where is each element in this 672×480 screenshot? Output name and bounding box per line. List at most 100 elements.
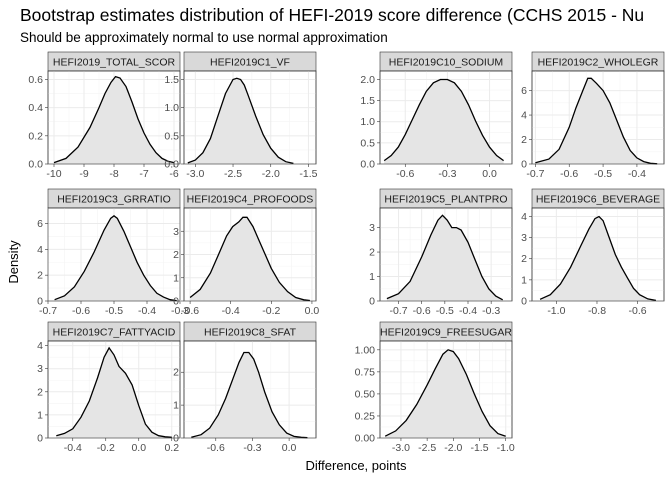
y-tick-label: 2 [37,386,43,398]
y-tick-label: 0 [369,296,375,308]
y-tick-label: 2 [37,270,43,282]
facet-label: HEFI2019C1_VF [210,57,290,69]
x-axis-title: Difference, points [306,458,407,473]
x-tick-label: -0.2 [262,305,280,317]
facet-panel: HEFI2019C9_FREESUGAR -3.0 -2.5 -2.0 -1.5 -1.0… [355,321,515,454]
y-tick-label: 0 [521,159,527,171]
y-tick-label: 1 [173,272,179,284]
density-area [540,216,656,301]
x-tick-label: -0.6 [207,442,225,454]
facet-label: HEFI2019C8_SFAT [204,327,297,339]
x-tick-label: -0.3 [171,305,189,317]
facet-label: HEFI2019C5_PLANTPRO [384,194,507,206]
x-tick-label: -2.0 [262,168,280,180]
x-tick-label: -0.7 [39,305,57,317]
x-tick-label: -7 [139,168,148,180]
y-tick-label: 0.0 [28,159,43,171]
y-tick-label: 1 [369,271,375,283]
x-tick-label: -0.6 [72,305,90,317]
x-tick-label: -1.0 [547,305,565,317]
x-tick-label: -0.6 [629,305,647,317]
panel-border [183,340,317,439]
density-line [535,77,658,165]
y-axis-title: Density [6,240,21,284]
x-tick-label: -3.0 [186,168,204,180]
y-tick-label: 1.0 [360,116,375,128]
x-tick-label: -8 [109,168,118,180]
y-tick-label: 0.0 [360,159,375,171]
y-tick-label: 1 [37,409,43,421]
x-tick-label: -0.6 [181,305,199,317]
y-tick-label: 0 [521,296,527,308]
y-tick-label: 0 [173,433,179,445]
x-tick-label: -0.4 [64,442,82,454]
y-tick-label: 6 [521,85,527,97]
facet-panel: HEFI2019C10_SODIUM -0.6 -0.3 0.0 0.0 0.5 1.0 1.… [360,51,513,180]
facet-label: HEFI2019C6_BEVERAGE [536,194,660,206]
facet-label: HEFI2019C2_WHOLEGR [538,57,659,69]
y-tick-label: 1 [521,274,527,286]
y-tick-label: 0.6 [28,74,43,86]
facet-label: HEFI2019C3_GRRATIO [57,194,171,206]
y-tick-label: 4 [37,340,43,352]
x-tick-label: -0.4 [459,305,477,317]
x-tick-label: 0.0 [305,305,320,317]
y-tick-label: 1.5 [360,95,375,107]
y-tick-label: 2 [173,249,179,261]
y-tick-label: 0.75 [355,366,376,378]
x-tick-label: -0.7 [389,305,407,317]
panel-border [531,70,665,165]
chart-subtitle: Should be approximately normal to use no… [20,30,388,45]
y-tick-label: 4 [37,244,43,256]
density-line [56,346,172,438]
panel-border [379,70,513,165]
x-tick-label: -9 [79,168,88,180]
y-tick-label: 1 [173,400,179,412]
x-tick-label: -3.0 [392,442,410,454]
panel-border [183,70,317,165]
density-line [191,351,308,439]
x-tick-label: -0.5 [594,168,612,180]
y-tick-label: 0.00 [355,433,376,445]
density-line [539,215,657,302]
y-tick-label: 0 [37,296,43,308]
panel-border [531,207,665,302]
y-tick-label: 0 [173,296,179,308]
y-tick-label: 0.2 [28,130,43,142]
y-tick-label: 1.0 [164,102,179,114]
y-tick-label: 2 [521,253,527,265]
y-tick-label: 3 [369,222,375,234]
facet-label: HEFI2019C4_PROFOODS [187,194,314,206]
x-tick-label: 0.0 [482,168,497,180]
density-line [187,77,294,165]
density-area [54,76,174,164]
x-tick-label: -0.3 [438,168,456,180]
y-tick-label: 0.0 [164,159,179,171]
y-tick-label: 0 [37,433,43,445]
x-tick-label: -2.5 [418,442,436,454]
x-tick-label: -0.4 [222,305,240,317]
x-tick-label: -0.5 [436,305,454,317]
facet-panel: HEFI2019C5_PLANTPRO -0.7 -0.6 -0.5 -0.4 -0.3 0… [369,188,513,317]
x-tick-label: -0.4 [628,168,646,180]
x-tick-label: -0.6 [413,305,431,317]
facet-panels: HEFI2019_TOTAL_SCOR-10 -9 -8 -7 -60.00.20.40… [28,51,665,454]
facet-panel: HEFI2019C6_BEVERAGE -1.0 -0.8 -0.6 0 1 2 3 4 [521,188,665,317]
density-line [53,75,175,164]
facet-label: HEFI2019C9_FREESUGAR [380,327,512,339]
y-tick-label: 3 [173,226,179,238]
y-tick-label: 0.5 [360,137,375,149]
density-area [190,217,310,301]
density-area [535,78,658,164]
x-tick-label: -0.4 [138,305,156,317]
facet-label: HEFI2019_TOTAL_SCOR [53,57,176,69]
x-tick-label: -1.0 [497,442,515,454]
x-tick-label: -2.0 [444,442,462,454]
density-line [189,216,310,302]
density-line [384,349,506,437]
x-tick-label: -6 [169,168,178,180]
y-tick-label: 1.00 [355,344,376,356]
y-tick-label: 2.0 [360,74,375,86]
facet-label: HEFI2019C10_SODIUM [389,57,503,69]
